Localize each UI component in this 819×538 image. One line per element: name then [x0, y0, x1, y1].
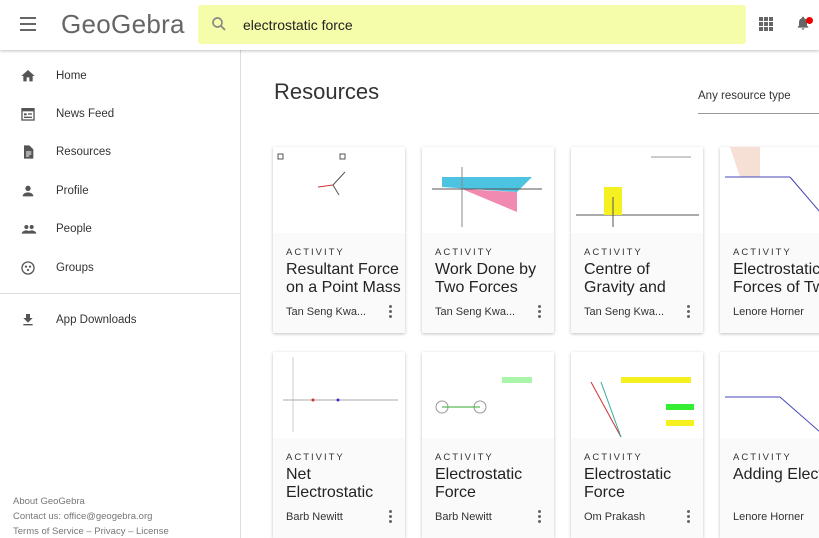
people-icon — [21, 225, 37, 234]
activity-card[interactable]: ACTIVITY Electrostatic Force Barb Newitt — [422, 352, 554, 538]
apps-grid-icon[interactable] — [759, 17, 773, 31]
sidebar-item-label: App Downloads — [56, 314, 137, 326]
sidebar: Home News Feed Resources Profile People … — [0, 50, 241, 538]
more-options-icon[interactable] — [538, 510, 542, 525]
main-content: Resources Any resource type ACTIVITY Res… — [241, 50, 819, 538]
sidebar-divider — [0, 293, 240, 294]
document-icon — [24, 145, 34, 159]
sidebar-item-resources[interactable]: Resources — [0, 134, 240, 170]
groups-icon — [21, 261, 35, 275]
activity-card[interactable]: ACTIVITY Electrostatic Forces of Two Cha… — [720, 147, 819, 333]
card-author[interactable]: Tan Seng Kwa... — [584, 306, 665, 318]
sidebar-item-label: Resources — [56, 146, 111, 158]
search-bar[interactable] — [198, 5, 746, 44]
card-author[interactable]: Lenore Horner — [733, 306, 804, 318]
activity-thumbnail[interactable] — [273, 352, 405, 438]
activity-thumbnail[interactable] — [422, 352, 554, 438]
activity-thumbnail[interactable] — [571, 352, 703, 438]
resource-type-select[interactable]: Any resource type — [698, 88, 819, 114]
card-type: ACTIVITY — [584, 452, 643, 463]
more-options-icon[interactable] — [389, 305, 393, 320]
sidebar-item-profile[interactable]: Profile — [0, 173, 240, 209]
search-input[interactable] — [243, 5, 723, 44]
more-options-icon[interactable] — [538, 305, 542, 320]
activity-card[interactable]: ACTIVITY Resultant Force on a Point Mass… — [273, 147, 405, 333]
sidebar-item-groups[interactable]: Groups — [0, 250, 240, 286]
sidebar-item-label: People — [56, 223, 92, 235]
sidebar-item-home[interactable]: Home — [0, 58, 240, 94]
card-title[interactable]: Electrostatic Force — [584, 466, 672, 501]
notifications-bell-icon[interactable] — [795, 14, 811, 32]
card-title[interactable]: Centre of Gravity and Stability — [584, 261, 666, 296]
card-type: ACTIVITY — [733, 247, 792, 258]
notification-badge — [806, 17, 813, 24]
card-author[interactable]: Barb Newitt — [435, 511, 492, 523]
activity-card[interactable]: ACTIVITY Centre of Gravity and Stability… — [571, 147, 703, 333]
card-type: ACTIVITY — [286, 247, 345, 258]
more-options-icon[interactable] — [389, 510, 393, 525]
card-type: ACTIVITY — [286, 452, 345, 463]
card-author[interactable]: Om Prakash — [584, 511, 646, 523]
card-author[interactable]: Tan Seng Kwa... — [435, 306, 516, 318]
card-title[interactable]: Net Electrostatic — [286, 466, 374, 501]
activity-card[interactable]: ACTIVITY Work Done by Two Forces Tan Sen… — [422, 147, 554, 333]
activity-thumbnail[interactable] — [273, 147, 405, 233]
card-type: ACTIVITY — [584, 247, 643, 258]
activity-card[interactable]: ACTIVITY Net Electrostatic Barb Newitt — [273, 352, 405, 538]
card-title[interactable]: Adding Electric — [733, 466, 819, 483]
card-type: ACTIVITY — [435, 247, 494, 258]
legal-links[interactable]: Terms of Service – Privacy – License — [13, 526, 169, 537]
sidebar-item-people[interactable]: People — [0, 211, 240, 247]
card-title[interactable]: Resultant Force on a Point Mass — [286, 261, 401, 296]
geogebra-logo[interactable]: GeoGebra — [61, 9, 185, 39]
activity-card[interactable]: ACTIVITY Adding Electric Lenore Horner — [720, 352, 819, 538]
contact-link[interactable]: Contact us: office@geogebra.org — [13, 511, 153, 522]
page-title: Resources — [274, 79, 380, 104]
card-type: ACTIVITY — [733, 452, 792, 463]
card-author[interactable]: Barb Newitt — [286, 511, 343, 523]
top-bar: GeoGebra — [0, 0, 819, 50]
download-icon — [23, 314, 33, 326]
about-link[interactable]: About GeoGebra — [13, 496, 85, 507]
person-icon — [22, 185, 34, 197]
card-author[interactable]: Tan Seng Kwa... — [286, 306, 367, 318]
sidebar-item-label: Profile — [56, 185, 89, 197]
sidebar-item-app-downloads[interactable]: App Downloads — [0, 302, 240, 338]
card-title[interactable]: Work Done by Two Forces — [435, 261, 537, 296]
more-options-icon[interactable] — [687, 510, 691, 525]
search-icon — [212, 17, 226, 31]
activity-thumbnail[interactable] — [720, 352, 819, 438]
activity-thumbnail[interactable] — [720, 147, 819, 233]
activity-card[interactable]: ACTIVITY Electrostatic Force Om Prakash — [571, 352, 703, 538]
card-title[interactable]: Electrostatic Force — [435, 466, 523, 501]
home-icon — [21, 70, 35, 82]
card-type: ACTIVITY — [435, 452, 494, 463]
sidebar-item-label: Groups — [56, 262, 94, 274]
card-title[interactable]: Electrostatic Forces of Two Charges — [733, 261, 819, 296]
activity-thumbnail[interactable] — [571, 147, 703, 233]
calendar-icon — [21, 108, 35, 121]
sidebar-item-news-feed[interactable]: News Feed — [0, 96, 240, 132]
card-author[interactable]: Lenore Horner — [733, 511, 804, 523]
sidebar-item-label: News Feed — [56, 108, 115, 120]
activity-thumbnail[interactable] — [422, 147, 554, 233]
sidebar-item-label: Home — [56, 70, 87, 82]
more-options-icon[interactable] — [687, 305, 691, 320]
menu-icon[interactable] — [20, 17, 36, 31]
